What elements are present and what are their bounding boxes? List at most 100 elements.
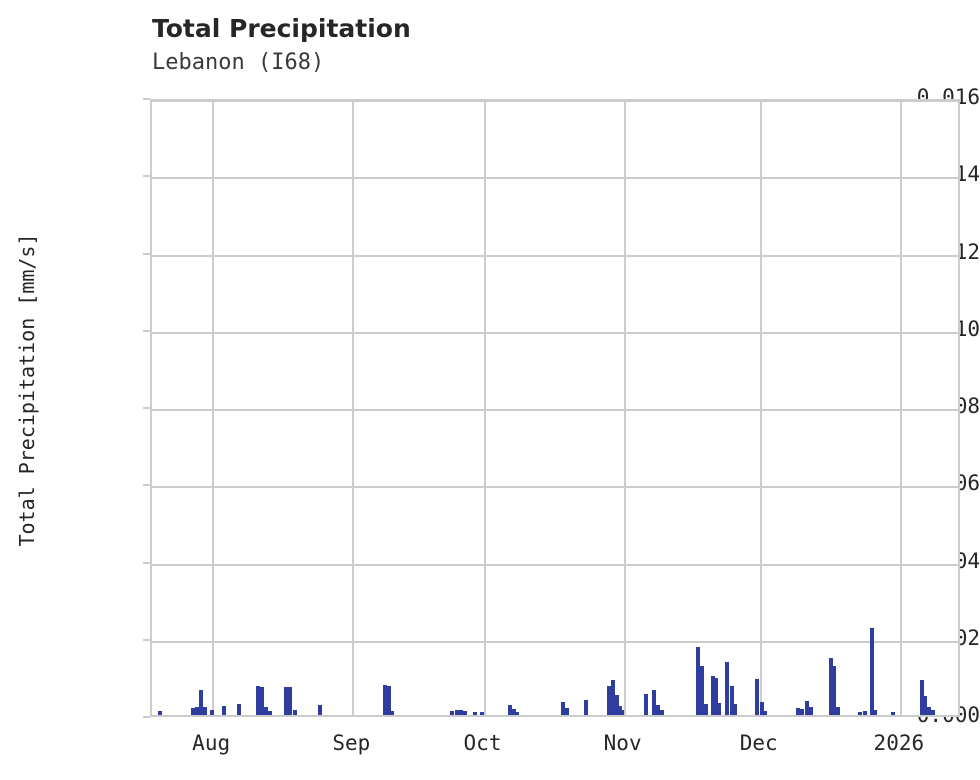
bar: [237, 703, 242, 715]
bar: [514, 711, 519, 715]
gridline-vertical: [759, 101, 762, 715]
bar: [259, 687, 264, 715]
y-axis-tick-mark: [143, 252, 150, 255]
bar: [717, 703, 722, 715]
y-axis-tick-mark: [143, 638, 150, 641]
bar: [263, 706, 268, 715]
bar: [699, 665, 704, 715]
bar: [472, 711, 477, 715]
chart-subtitle: Lebanon (I68): [152, 50, 325, 75]
gridline-horizontal: [152, 331, 958, 334]
bar: [836, 707, 841, 715]
gridline-vertical: [483, 101, 486, 715]
y-axis-tick-mark: [143, 329, 150, 332]
bar: [203, 706, 208, 715]
bar: [729, 686, 734, 715]
bar: [583, 699, 588, 715]
bar: [869, 628, 874, 715]
bar: [390, 711, 395, 715]
x-axis-tick-label: Nov: [603, 731, 642, 755]
gridline-vertical: [212, 101, 215, 715]
bar: [808, 707, 813, 715]
bar: [832, 666, 837, 715]
gridline-horizontal: [152, 640, 958, 643]
x-axis-tick-label: Dec: [739, 731, 778, 755]
bar: [919, 680, 924, 715]
bar: [923, 695, 928, 715]
y-axis-tick-mark: [143, 716, 150, 718]
bar: [508, 704, 513, 715]
y-axis-title: Total Precipitation [mm/s]: [0, 0, 39, 780]
bar: [863, 711, 868, 715]
bar: [858, 711, 863, 715]
y-axis-tick-mark: [143, 484, 150, 487]
bar: [829, 657, 834, 715]
bar: [210, 710, 215, 715]
bar: [386, 686, 391, 715]
bar: [194, 707, 199, 715]
bar: [655, 704, 660, 715]
bar: [800, 709, 804, 715]
bar: [927, 706, 932, 715]
bar: [288, 687, 293, 715]
y-axis-tick-mark: [143, 98, 150, 100]
bar: [714, 678, 719, 715]
bar: [222, 706, 227, 715]
gridline-horizontal: [152, 254, 958, 257]
y-axis-title-text: Total Precipitation [mm/s]: [15, 233, 39, 547]
bar: [611, 679, 616, 715]
bar: [710, 676, 715, 715]
bar: [512, 709, 517, 715]
bar: [198, 689, 203, 715]
bar: [561, 701, 566, 715]
bar: [644, 693, 649, 715]
gridline-vertical: [623, 101, 626, 715]
x-axis-tick-label: Sep: [332, 731, 371, 755]
bar: [454, 709, 459, 715]
plot-area: [150, 99, 960, 717]
bar: [755, 679, 760, 715]
x-axis-tick-label: Aug: [192, 731, 231, 755]
bar: [795, 708, 800, 715]
bar: [659, 710, 664, 715]
bar: [762, 711, 767, 715]
bar: [450, 711, 455, 715]
bar: [696, 646, 701, 715]
y-axis-tick-mark: [143, 561, 150, 564]
bar: [725, 662, 730, 715]
bar: [890, 711, 895, 715]
bar: [804, 701, 809, 715]
bar: [759, 702, 764, 715]
bar: [732, 704, 737, 715]
x-axis-tick-label: Oct: [463, 731, 502, 755]
gridline-horizontal: [152, 177, 958, 180]
bar: [617, 705, 622, 715]
y-axis-tick-mark: [143, 407, 150, 409]
bar: [614, 694, 619, 715]
gridline-horizontal: [152, 563, 958, 566]
page-title: Total Precipitation: [152, 14, 411, 43]
bar: [458, 710, 463, 715]
bar: [255, 686, 260, 715]
bar: [565, 708, 570, 715]
gridline-horizontal: [152, 409, 958, 411]
gridline-vertical: [352, 101, 355, 715]
bar: [190, 708, 195, 715]
bar: [703, 704, 708, 715]
gridline-vertical: [899, 101, 902, 715]
x-axis-tick-label: 2026: [873, 731, 925, 755]
bar: [382, 685, 387, 715]
bar: [480, 711, 485, 715]
bar: [872, 709, 877, 715]
y-axis-tick-mark: [143, 175, 150, 178]
bar: [267, 711, 272, 715]
bar: [931, 710, 936, 715]
bar: [284, 686, 289, 715]
gridline-horizontal: [152, 100, 958, 102]
bar: [463, 710, 468, 715]
bar: [292, 710, 297, 715]
bar: [651, 689, 656, 715]
bar: [318, 704, 323, 715]
bar: [158, 711, 163, 715]
